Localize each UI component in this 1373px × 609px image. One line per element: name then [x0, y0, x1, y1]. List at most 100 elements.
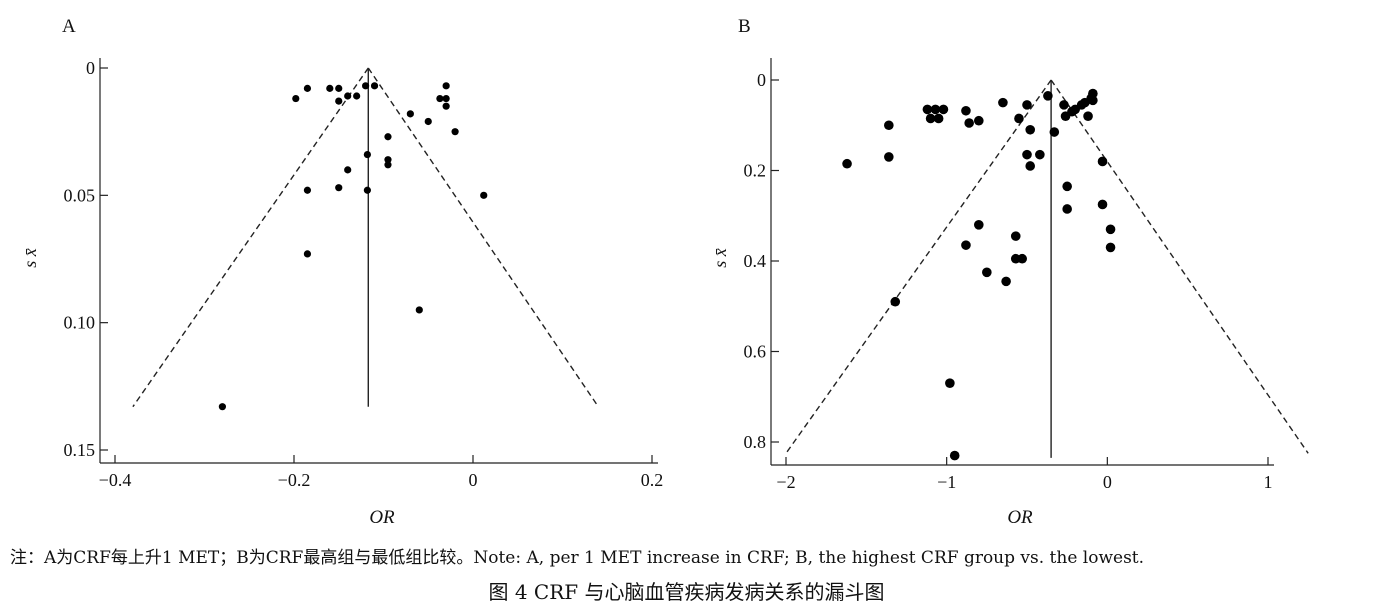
panel-b-study-point: [961, 240, 971, 250]
panel-a-study-point: [362, 82, 370, 90]
panel-a-x-tick-label: −0.2: [278, 470, 311, 490]
panel-b-study-point: [884, 120, 894, 131]
panel-b-study-point: [974, 115, 984, 126]
panel-b-study-point: [1035, 149, 1045, 160]
figure-note: 注：A为CRF每上升1 MET；B为CRF最高组与最低组比较。Note: A, …: [10, 548, 1145, 568]
panel-a-points: [218, 82, 488, 411]
panel-b-study-point: [1025, 124, 1036, 135]
panel-b-study-point: [884, 152, 894, 162]
panel-b-study-point: [1062, 181, 1072, 192]
panel-a-x-tick-label: 0.2: [641, 470, 664, 490]
panel-b-study-point: [961, 105, 971, 116]
panel-b-study-point: [922, 104, 933, 115]
panel-a-study-point: [303, 84, 312, 92]
panel-a-funnel-right-boundary: [367, 67, 599, 408]
panel-a-study-point: [218, 403, 226, 411]
panel-b-study-point: [974, 220, 984, 230]
panel-b-x-tick-label: 1: [1264, 472, 1273, 492]
panel-b-funnel: [785, 79, 1309, 458]
panel-b-study-point: [982, 267, 992, 278]
panel-b-study-point: [933, 113, 944, 124]
panel-a-study-point: [436, 94, 444, 103]
panel-b-study-point: [1049, 127, 1060, 137]
panel-a-study-point: [303, 186, 312, 194]
panel-b-study-point: [1083, 111, 1093, 121]
panel-b-study-point: [964, 118, 974, 128]
panel-a-y-axis-label: s x̄: [20, 248, 40, 268]
panel-a-axes: −0.4 −0.2 0 0.2 0 0.05 0.10 0.15: [64, 58, 664, 490]
panel-b-study-point: [1059, 100, 1069, 110]
panel-a-study-point: [344, 92, 352, 100]
panel-b-y-tick-label: 0.2: [744, 161, 767, 181]
panel-b-x-tick-label: −1: [937, 472, 956, 492]
panel-a-study-point: [451, 128, 459, 136]
panel-b-axes: −2 −1 0 1 0 0.2 0.4 0.6 0.8: [744, 58, 1274, 492]
panel-b-study-point: [930, 104, 941, 115]
panel-a-study-point: [442, 94, 450, 103]
panel-a-study-point: [442, 82, 450, 90]
panel-a: A −0.4 −0.2 0 0.2 0 0.05 0.10 0.15 OR s x̄: [20, 16, 663, 528]
panel-a-study-point: [353, 92, 361, 100]
panel-b-study-point: [998, 97, 1008, 108]
panel-a-study-point: [424, 117, 432, 126]
panel-b-y-axis-label: s x̄: [710, 248, 730, 268]
panel-b-study-point: [1097, 156, 1108, 167]
panel-b-study-point: [1043, 91, 1053, 101]
panel-a-study-point: [326, 84, 334, 92]
panel-b-study-point: [1088, 88, 1098, 99]
panel-b-label: B: [738, 16, 751, 37]
panel-b-funnel-right-boundary: [1050, 79, 1309, 454]
panel-b-study-point: [925, 113, 936, 124]
panel-b-study-point: [938, 104, 949, 115]
panel-a-study-point: [406, 110, 414, 118]
panel-a-study-point: [480, 191, 488, 199]
panel-a-study-point: [384, 161, 392, 169]
panel-b-x-tick-label: −2: [776, 472, 795, 492]
panel-a-funnel-left-boundary: [132, 67, 369, 408]
panel-b-study-point: [1022, 100, 1032, 110]
panel-b-study-point: [842, 158, 852, 169]
panel-a-x-axis-label: OR: [369, 507, 395, 528]
panel-a-study-point: [384, 133, 392, 141]
panel-a-study-point: [335, 97, 343, 105]
panel-b-y-tick-label: 0.8: [744, 432, 767, 452]
panel-b-x-tick-label: 0: [1103, 472, 1112, 492]
panel-a-study-point: [442, 102, 450, 110]
panel-a-study-point: [363, 186, 371, 194]
panel-b-study-point: [949, 450, 960, 461]
panel-b-study-point: [945, 378, 955, 388]
panel-b-study-point: [1017, 253, 1027, 264]
panel-b-study-point: [1105, 242, 1116, 253]
panel-a-x-tick-label: 0: [469, 470, 478, 490]
panel-b-study-point: [1001, 276, 1011, 287]
panel-a-y-tick-label: 0.05: [64, 185, 96, 205]
panel-a-study-point: [384, 156, 392, 164]
panel-a-study-point: [370, 82, 379, 90]
panel-b-y-tick-label: 0.4: [744, 251, 767, 271]
panel-a-study-point: [344, 166, 352, 174]
panel-b-funnel-left-boundary: [785, 79, 1052, 454]
panel-a-funnel: [132, 67, 599, 408]
panel-b-study-point: [890, 296, 901, 307]
panel-a-study-point: [363, 150, 371, 159]
panel-a-study-point: [335, 84, 343, 92]
panel-a-y-tick-label: 0: [86, 58, 95, 78]
panel-a-study-point: [303, 250, 312, 258]
panel-b-study-point: [1022, 149, 1032, 160]
panel-a-y-tick-label: 0.15: [64, 440, 96, 460]
panel-a-study-point: [292, 94, 300, 103]
figure-caption: 图 4 CRF 与心脑血管疾病发病关系的漏斗图: [488, 580, 885, 604]
panel-b-study-point: [1010, 231, 1021, 241]
panel-b: B −2 −1 0 1 0 0.2 0.4 0.6 0.8 OR s x̄: [710, 16, 1309, 528]
panel-a-study-point: [415, 306, 423, 314]
panel-a-y-tick-label: 0.10: [64, 313, 96, 333]
panel-a-study-point: [335, 184, 343, 192]
panel-b-study-point: [1097, 199, 1108, 210]
panel-b-study-point: [1105, 224, 1116, 235]
panel-a-x-tick-label: −0.4: [99, 470, 132, 490]
panel-a-label: A: [62, 16, 76, 37]
panel-b-y-tick-label: 0: [757, 70, 766, 90]
panel-b-study-point: [1014, 113, 1024, 124]
panel-b-study-point: [1088, 95, 1098, 106]
